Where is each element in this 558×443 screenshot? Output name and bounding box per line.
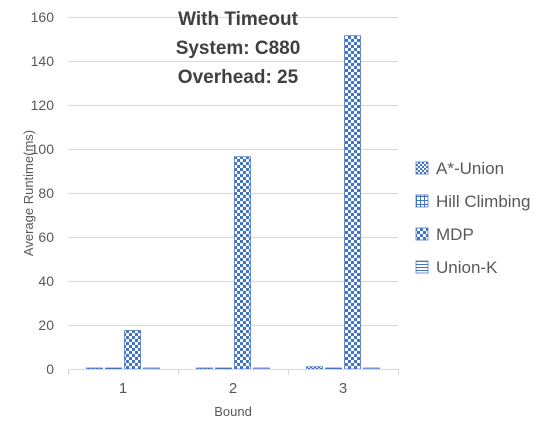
y-tick-label: 120 [31,97,55,113]
legend-label-hill-climbing: Hill Climbing [436,192,530,211]
axes: 0 20 40 60 80 100 120 140 160 1 2 3 Bound Average Run… [21,9,399,419]
y-tick-label: 100 [31,141,55,157]
title-line: System: C880 [176,38,301,59]
bar-a-union-2 [196,367,213,370]
legend-swatch-hill-climbing [415,194,429,208]
y-tick-label: 160 [31,9,55,25]
bar-hill-climbing-1 [105,367,122,370]
y-tick-label: 60 [38,229,54,245]
bar-union-k-2 [253,367,270,370]
bars [86,35,380,370]
legend-label-a-union: A*-Union [436,159,504,178]
bar-a-union-3 [306,366,323,370]
legend-swatch-a-union [415,161,429,175]
y-tick-label: 0 [46,361,54,377]
legend-swatch-union-k [415,260,429,274]
title-line: With Timeout [178,9,298,30]
chart-title: With Timeout System: C880 Overhead: 25 [176,9,301,88]
y-axis-title: Average Runtime(ms) [21,130,36,256]
x-axis-title: Bound [214,404,252,419]
legend-label-mdp: MDP [436,225,474,244]
bar-mdp-2 [234,156,251,370]
legend-swatch-mdp [415,227,429,241]
bar-mdp-1 [124,330,141,370]
y-tick-label: 140 [31,53,55,69]
bar-union-k-3 [363,367,380,370]
legend: A*-Union Hill Climbing MDP Union-K [415,159,530,277]
x-tick-label: 3 [339,380,347,397]
bar-a-union-1 [86,367,103,370]
bar-hill-climbing-3 [325,367,342,370]
gridlines [68,17,398,326]
bar-union-k-1 [143,367,160,370]
y-tick-label: 20 [38,317,54,333]
x-tick-label: 2 [229,380,237,397]
bar-mdp-3 [344,35,361,370]
y-tick-label: 40 [38,273,54,289]
title-line: Overhead: 25 [178,67,299,88]
bar-hill-climbing-2 [215,367,232,370]
legend-label-union-k: Union-K [436,258,498,277]
x-tick-label: 1 [119,380,127,397]
y-tick-label: 80 [38,185,54,201]
